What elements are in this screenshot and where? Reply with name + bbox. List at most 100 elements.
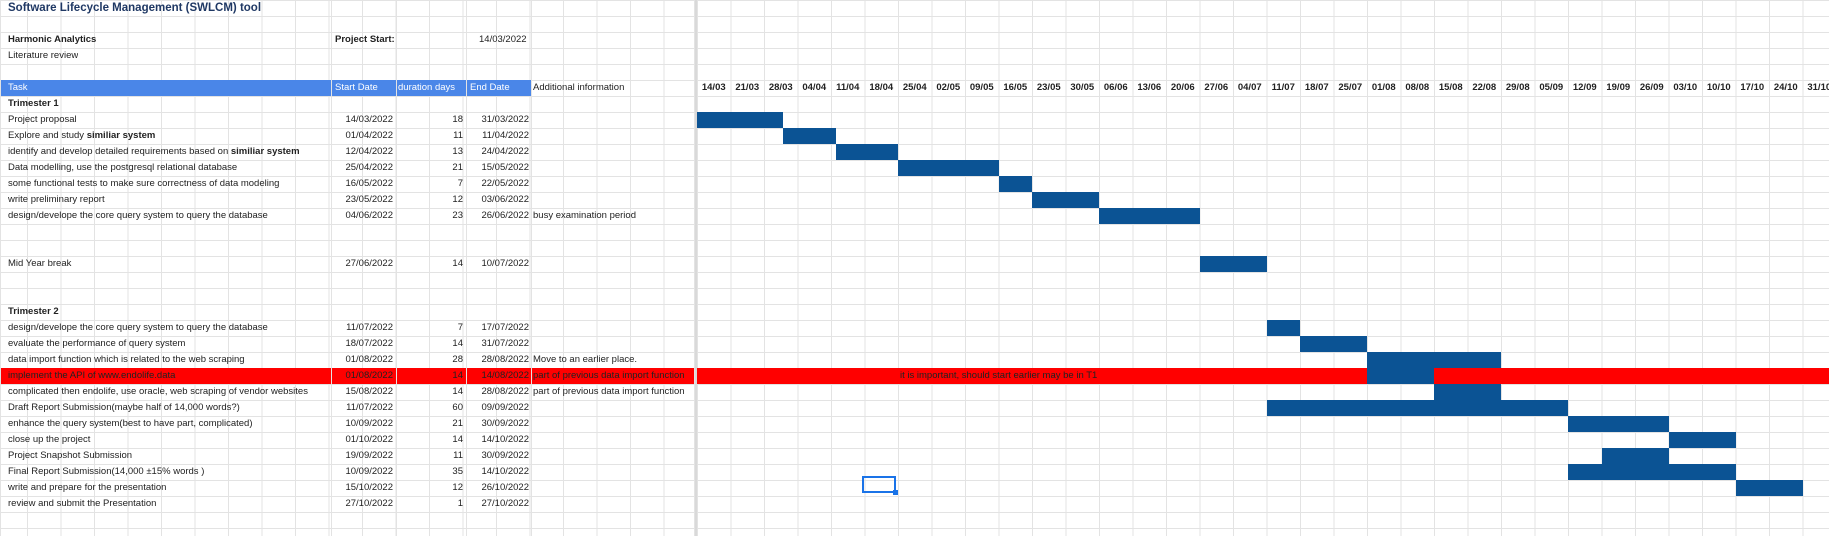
start-date[interactable]: 14/03/2022	[345, 114, 393, 125]
timeline-date[interactable]: 26/09	[1639, 82, 1664, 93]
project-subtitle[interactable]: Literature review	[8, 50, 79, 61]
timeline-date[interactable]: 14/03	[701, 82, 726, 93]
end-date[interactable]: 28/08/2022	[481, 386, 529, 397]
gantt-bar[interactable]	[1668, 432, 1736, 448]
timeline-date[interactable]: 30/05	[1070, 82, 1095, 93]
gantt-bar[interactable]	[1300, 336, 1367, 352]
gantt-bar[interactable]	[1568, 464, 1736, 480]
company-name[interactable]: Harmonic Analytics	[8, 34, 97, 45]
gantt-bar[interactable]	[1367, 368, 1434, 384]
timeline-date[interactable]: 22/08	[1472, 82, 1497, 93]
timeline-date[interactable]: 03/10	[1673, 82, 1698, 93]
gantt-bar[interactable]	[1735, 480, 1803, 496]
timeline-date[interactable]: 25/07	[1338, 82, 1363, 93]
end-date[interactable]: 31/07/2022	[481, 338, 529, 349]
end-date[interactable]: 30/09/2022	[481, 418, 529, 429]
timeline-date[interactable]: 27/06	[1204, 82, 1229, 93]
duration-days[interactable]: 18	[452, 114, 463, 125]
task-name[interactable]: enhance the query system(best to have pa…	[8, 418, 253, 429]
task-name[interactable]: write and prepare for the presentation	[8, 482, 167, 493]
end-date[interactable]: 27/10/2022	[481, 498, 529, 509]
duration-days[interactable]: 1	[457, 498, 463, 509]
timeline-date[interactable]: 31/10	[1807, 82, 1829, 93]
end-date[interactable]: 14/10/2022	[481, 466, 529, 477]
duration-days[interactable]: 14	[452, 386, 463, 397]
end-date[interactable]: 09/09/2022	[481, 402, 529, 413]
gantt-bar[interactable]	[783, 128, 836, 144]
timeline-date[interactable]: 13/06	[1137, 82, 1162, 93]
timeline-date[interactable]: 23/05	[1036, 82, 1061, 93]
task-name[interactable]: Project Snapshot Submission	[8, 450, 133, 461]
end-date[interactable]: 17/07/2022	[481, 322, 529, 333]
task-name[interactable]: Mid Year break	[8, 258, 72, 269]
gantt-bar[interactable]	[835, 144, 898, 160]
duration-days[interactable]: 23	[452, 210, 463, 221]
timeline-date[interactable]: 24/10	[1773, 82, 1798, 93]
task-name[interactable]: Data modelling, use the postgresql relat…	[8, 162, 238, 173]
selected-cell[interactable]	[862, 476, 898, 495]
timeline-date[interactable]: 21/03	[735, 82, 760, 93]
timeline-date[interactable]: 09/05	[969, 82, 994, 93]
duration-days[interactable]: 7	[457, 322, 463, 333]
timeline-date[interactable]: 20/06	[1170, 82, 1195, 93]
duration-days[interactable]: 14	[452, 338, 463, 349]
start-date[interactable]: 19/09/2022	[345, 450, 393, 461]
timeline-date[interactable]: 15/08	[1438, 82, 1463, 93]
timeline-date[interactable]: 10/10	[1706, 82, 1731, 93]
end-date[interactable]: 26/10/2022	[481, 482, 529, 493]
start-date[interactable]: 23/05/2022	[345, 194, 393, 205]
timeline-date[interactable]: 18/07	[1304, 82, 1329, 93]
task-name[interactable]: Final Report Submission(14,000 ±15% word…	[8, 466, 205, 477]
task-name[interactable]: evaluate the performance of query system	[8, 338, 186, 349]
duration-days[interactable]: 11	[453, 130, 463, 141]
gantt-bar[interactable]	[1266, 320, 1300, 336]
header-task[interactable]: Task	[8, 82, 28, 93]
gantt-bar[interactable]	[1367, 352, 1501, 368]
task-name[interactable]: Project proposal	[8, 114, 77, 125]
end-date[interactable]: 31/03/2022	[481, 114, 529, 125]
duration-days[interactable]: 60	[452, 402, 463, 413]
timeline-date[interactable]: 04/07	[1237, 82, 1262, 93]
start-date[interactable]: 27/10/2022	[345, 498, 393, 509]
duration-days[interactable]: 21	[452, 162, 463, 173]
gantt-bar[interactable]	[898, 160, 999, 176]
task-name[interactable]: write preliminary report	[8, 194, 105, 205]
additional-info[interactable]: Move to an earlier place.	[533, 354, 638, 365]
gantt-bar[interactable]	[697, 112, 784, 128]
timeline-date[interactable]: 25/04	[902, 82, 927, 93]
gantt-bar[interactable]	[1032, 192, 1099, 208]
gantt-bar[interactable]	[1099, 208, 1200, 224]
additional-info[interactable]: part of previous data import function	[533, 386, 685, 397]
gantt-bar[interactable]	[1601, 448, 1669, 464]
duration-days[interactable]: 7	[457, 178, 463, 189]
timeline-date[interactable]: 02/05	[936, 82, 961, 93]
end-date[interactable]: 30/09/2022	[481, 450, 529, 461]
timeline-date[interactable]: 18/04	[869, 82, 894, 93]
end-date[interactable]: 11/04/2022	[482, 130, 529, 141]
duration-days[interactable]: 14	[452, 258, 463, 269]
start-date[interactable]: 25/04/2022	[345, 162, 393, 173]
gantt-bar[interactable]	[1266, 400, 1568, 416]
end-date[interactable]: 15/05/2022	[481, 162, 529, 173]
duration-days[interactable]: 11	[453, 450, 463, 461]
task-name[interactable]: complicated then endolife, use oracle, w…	[8, 386, 308, 397]
start-date[interactable]: 10/09/2022	[345, 466, 393, 477]
start-date[interactable]: 18/07/2022	[345, 338, 393, 349]
duration-days[interactable]: 13	[452, 146, 463, 157]
row-note[interactable]: it is important, should start earlier ma…	[900, 370, 1098, 381]
end-date[interactable]: 26/06/2022	[481, 210, 529, 221]
timeline-date[interactable]: 04/04	[802, 82, 827, 93]
task-name[interactable]: identify and develop detailed requiremen…	[8, 144, 300, 160]
task-name[interactable]: Draft Report Submission(maybe half of 14…	[8, 402, 240, 413]
task-name[interactable]: Explore and study similiar system	[8, 128, 155, 144]
start-date[interactable]: 15/08/2022	[345, 386, 393, 397]
duration-days[interactable]: 28	[452, 354, 463, 365]
task-name[interactable]: design/develope the core query system to…	[8, 210, 268, 221]
timeline-date[interactable]: 06/06	[1103, 82, 1128, 93]
duration-days[interactable]: 12	[452, 194, 463, 205]
header-end-date[interactable]: End Date	[470, 82, 510, 93]
additional-info[interactable]: part of previous data import function	[533, 370, 685, 381]
end-date[interactable]: 03/06/2022	[481, 194, 529, 205]
start-date[interactable]: 01/08/2022	[345, 354, 393, 365]
duration-days[interactable]: 21	[452, 418, 463, 429]
